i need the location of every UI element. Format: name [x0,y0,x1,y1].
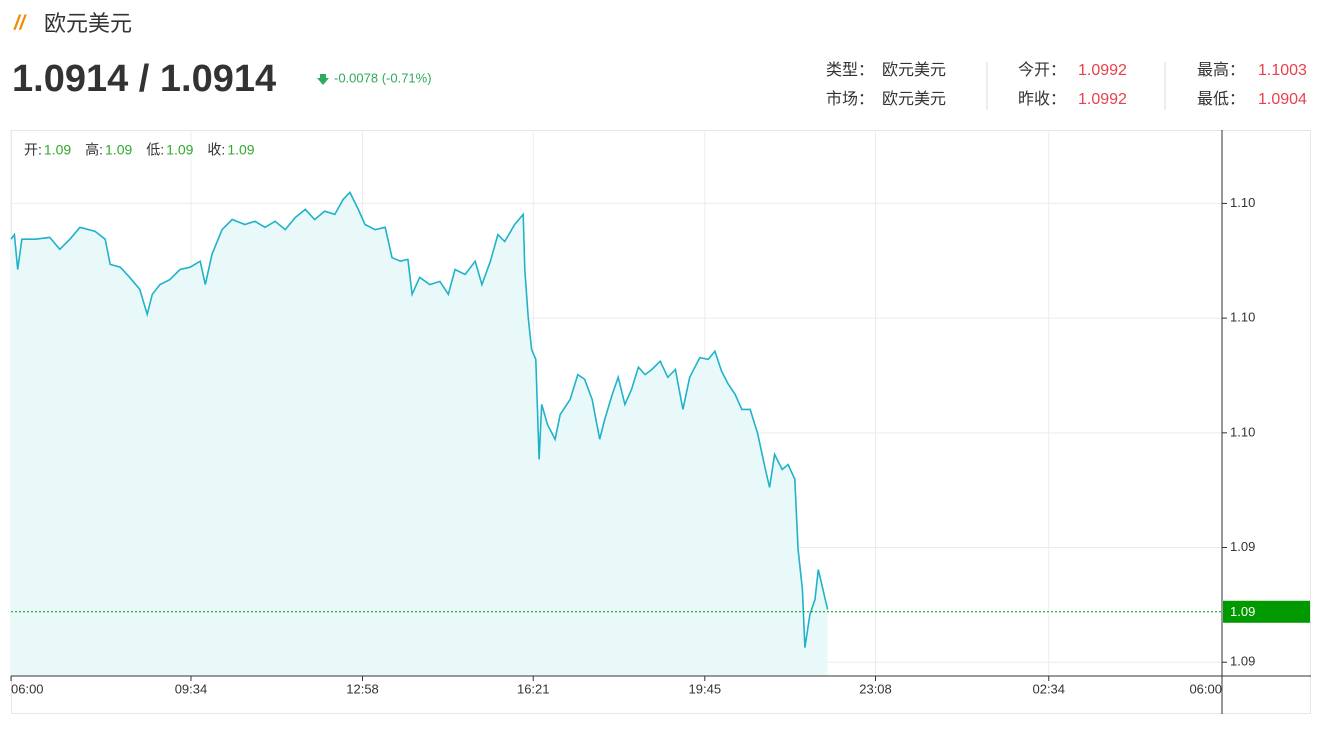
y-tick-label: 1.09 [1230,654,1255,669]
x-tick-label: 06:00 [1189,681,1222,696]
x-tick-label: 06:00 [11,681,44,696]
info-label: 今开： [1018,61,1066,79]
info-label: 市场： [826,90,874,108]
price-tag-label: 1.09 [1230,604,1255,619]
info-value: 1.0992 [1078,91,1127,108]
change: -0.0078 (-0.71%) [334,70,432,85]
x-tick-label: 12:58 [346,681,379,696]
line [10,191,829,648]
logo-icon: // [13,12,28,34]
x-tick-label: 16:21 [517,681,550,696]
info-label: 最低： [1197,90,1245,108]
info-label: 昨收： [1018,90,1066,108]
title: 欧元美元 [44,11,132,36]
info-label: 最高： [1197,61,1245,79]
info-label: 类型： [826,61,874,79]
ohlc-label: 开: [24,142,42,158]
area [11,192,828,676]
x-tick-label: 19:45 [689,681,722,696]
info-value: 欧元美元 [882,90,946,108]
ohlc-value: 1.09 [44,142,71,158]
x-tick-label: 23:08 [859,681,892,696]
ohlc-label: 收: [207,142,225,158]
info-value: 1.0904 [1258,91,1307,108]
ohlc-value: 1.09 [227,142,254,158]
price-tag [1223,600,1310,623]
info-value: 1.0992 [1078,62,1127,79]
x-tick-label: 09:34 [175,681,208,696]
ohlc-label: 低: [146,142,164,158]
x-tick-label: 02:34 [1032,681,1065,696]
ohlc-value: 1.09 [105,142,132,158]
ohlc-label: 高: [85,142,103,158]
info-value: 1.1003 [1258,62,1307,79]
price: 1.0914 / 1.0914 [12,58,276,100]
info-value: 欧元美元 [882,61,946,79]
y-tick-label: 1.10 [1230,424,1255,439]
y-tick-label: 1.10 [1230,195,1255,210]
ohlc-value: 1.09 [166,142,193,158]
y-tick-label: 1.09 [1230,539,1255,554]
down-arrow [317,74,329,85]
y-tick-label: 1.10 [1230,310,1255,325]
